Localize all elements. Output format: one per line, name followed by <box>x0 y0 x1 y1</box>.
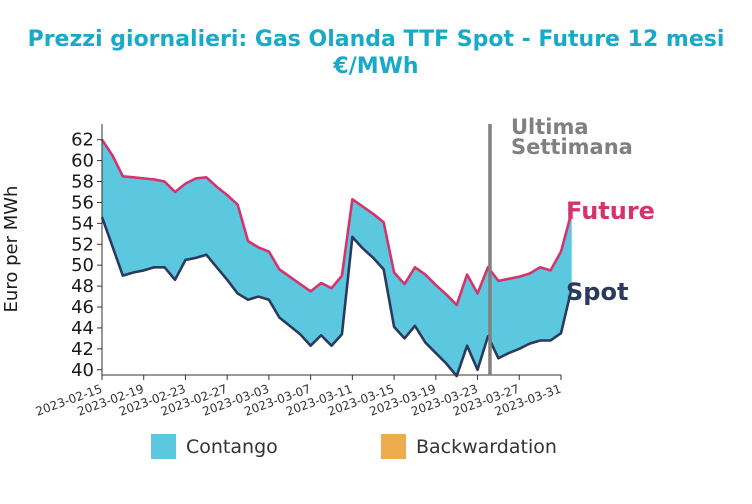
spread-segment <box>122 175 134 277</box>
y-tick-label: 50 <box>71 255 94 276</box>
week-annotation-line2: Settimana <box>511 135 633 159</box>
axes-group <box>101 124 561 376</box>
series-lines-group <box>100 138 573 378</box>
y-tick-label: 54 <box>71 213 94 234</box>
spread-segment <box>498 278 510 359</box>
legend: Contango Backwardation <box>151 434 557 459</box>
week-annotation-line1: Ultima <box>511 115 589 139</box>
y-tick-label: 44 <box>71 318 94 339</box>
spread-segment <box>185 177 197 261</box>
y-tick-label: 58 <box>71 172 94 193</box>
spot-line <box>100 216 573 378</box>
future-line <box>100 138 573 307</box>
spread-segment <box>508 276 520 354</box>
spread-segment <box>164 180 176 281</box>
y-tick-label: 52 <box>71 234 94 255</box>
y-tick-label: 40 <box>71 360 94 381</box>
spread-segment <box>247 240 259 301</box>
legend-label-backwardation: Backwardation <box>416 436 557 458</box>
spread-segment <box>518 273 531 350</box>
legend-swatch-backwardation <box>381 434 406 459</box>
spread-segment <box>216 186 228 281</box>
spread-segment <box>153 179 165 268</box>
spread-segment <box>226 194 238 295</box>
spread-segment <box>132 177 145 273</box>
y-axis-label: Euro per MWh <box>1 186 22 313</box>
y-tick-label: 48 <box>71 276 94 297</box>
spread-segment <box>206 176 218 269</box>
spread-segment <box>539 266 551 341</box>
spread-segment <box>425 273 437 354</box>
y-tick-label: 56 <box>71 192 94 213</box>
y-tick-label: 42 <box>71 339 94 360</box>
chart-subtitle: €/MWh <box>332 54 418 79</box>
spread-segment <box>258 246 270 301</box>
spread-segment <box>529 266 541 345</box>
future-end-label: Future <box>566 197 655 225</box>
y-tick-label: 62 <box>71 130 94 151</box>
y-tick-label: 46 <box>71 297 94 318</box>
legend-label-contango: Contango <box>186 436 278 458</box>
spread-segment <box>195 177 207 259</box>
contango-area-group <box>101 138 572 377</box>
spread-segment <box>414 266 426 344</box>
spot-end-label: Spot <box>566 278 628 306</box>
legend-swatch-contango <box>151 434 176 459</box>
spread-segment <box>143 178 155 271</box>
x-ticks-group: 2023-02-152023-02-192023-02-232023-02-27… <box>34 375 563 419</box>
chart-title: Prezzi giornalieri: Gas Olanda TTF Spot … <box>28 27 725 52</box>
spread-segment <box>435 284 447 365</box>
y-tick-label: 60 <box>71 151 94 172</box>
